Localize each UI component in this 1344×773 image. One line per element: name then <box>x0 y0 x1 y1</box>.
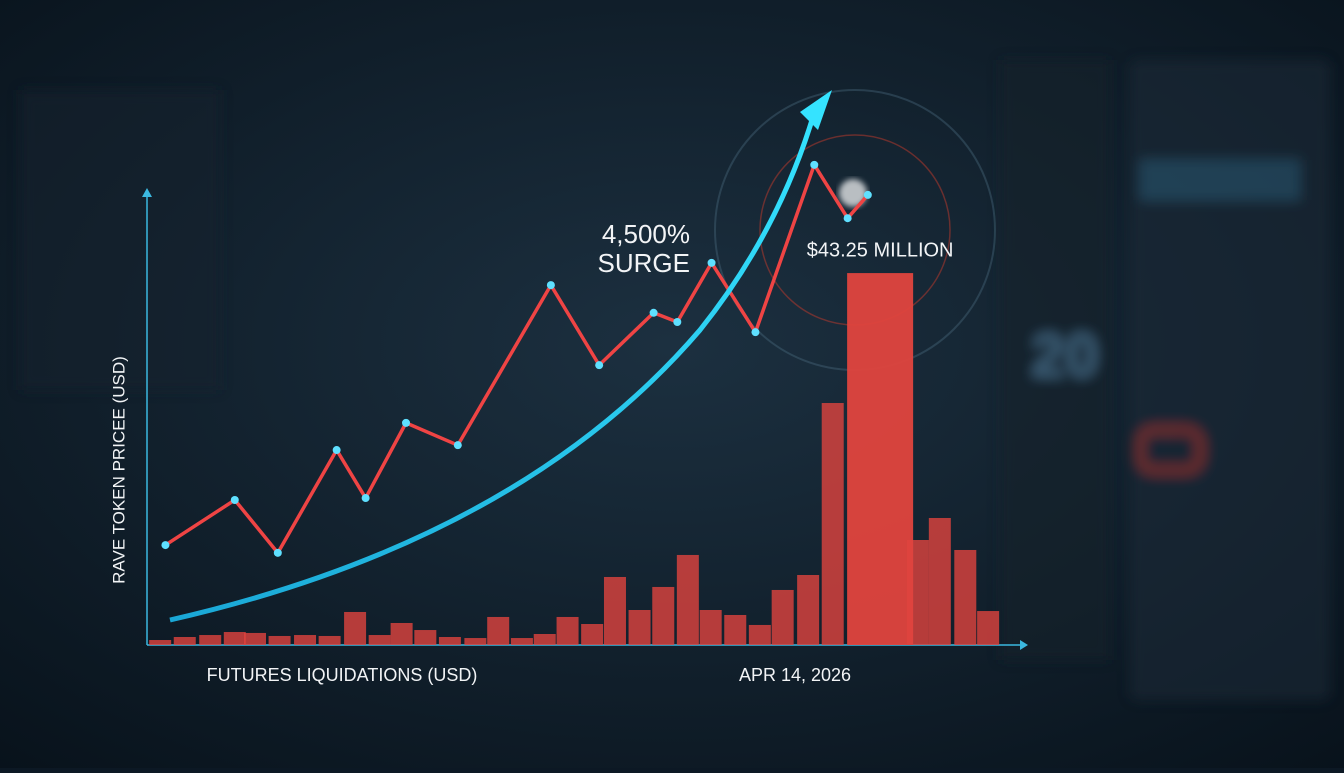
bar <box>906 540 929 645</box>
bar <box>603 576 626 645</box>
price-point <box>751 328 760 337</box>
glow <box>839 179 867 207</box>
bar <box>581 624 604 645</box>
bar <box>928 517 951 645</box>
price-point <box>546 281 555 290</box>
bar <box>954 549 977 645</box>
panel-text: 20 <box>1032 322 1099 389</box>
bar <box>977 611 1000 645</box>
bar <box>173 637 196 645</box>
price-point <box>649 308 658 317</box>
y-axis-arrow <box>142 188 152 197</box>
bar <box>487 616 510 645</box>
bar <box>268 635 291 645</box>
plot <box>149 160 1000 645</box>
bar <box>533 633 556 645</box>
date-label: APR 14, 2026 <box>739 665 851 685</box>
bar <box>797 575 820 645</box>
bar <box>149 640 172 645</box>
bar <box>294 635 317 645</box>
bar <box>464 638 487 645</box>
price-point <box>673 317 682 326</box>
price-point <box>863 190 872 199</box>
bar <box>243 632 266 645</box>
price-point <box>453 441 462 450</box>
bar <box>748 624 771 645</box>
bar <box>344 611 367 645</box>
price-point <box>402 418 411 427</box>
bar <box>821 403 844 645</box>
price-point <box>810 160 819 169</box>
trend-arrow <box>169 109 818 623</box>
price-point <box>332 446 341 455</box>
bar <box>318 635 341 645</box>
trend-arrow-head <box>800 90 832 130</box>
bar <box>556 616 579 645</box>
price-point <box>843 214 852 223</box>
bar <box>628 610 651 645</box>
x-axis-arrow <box>1020 640 1028 650</box>
bar <box>438 637 461 645</box>
bar <box>510 638 533 645</box>
background-panels: 20 <box>20 60 1330 700</box>
price-point <box>161 541 170 550</box>
bar <box>652 586 675 645</box>
price-point <box>361 494 370 503</box>
price-point <box>230 495 239 504</box>
bar <box>724 614 747 645</box>
bar <box>847 273 914 645</box>
bar <box>390 622 413 645</box>
annotation: SURGE <box>598 248 690 278</box>
bar <box>223 632 246 645</box>
x-axis-title: FUTURES LIQUIDATIONS (USD) <box>207 665 478 685</box>
bar <box>699 610 722 645</box>
y-axis-title: RAVE TOKEN PRICEE (USD) <box>109 356 128 584</box>
annotation: 4,500% <box>602 219 690 249</box>
bar <box>771 589 794 645</box>
price-point <box>595 361 604 370</box>
price-point <box>707 258 716 267</box>
bar <box>199 635 222 645</box>
price-line <box>164 163 870 555</box>
price-point <box>273 548 282 557</box>
bar <box>414 630 437 645</box>
data-label: $43.25 MILLION <box>807 239 954 261</box>
bar <box>676 554 699 645</box>
bar <box>368 635 391 645</box>
